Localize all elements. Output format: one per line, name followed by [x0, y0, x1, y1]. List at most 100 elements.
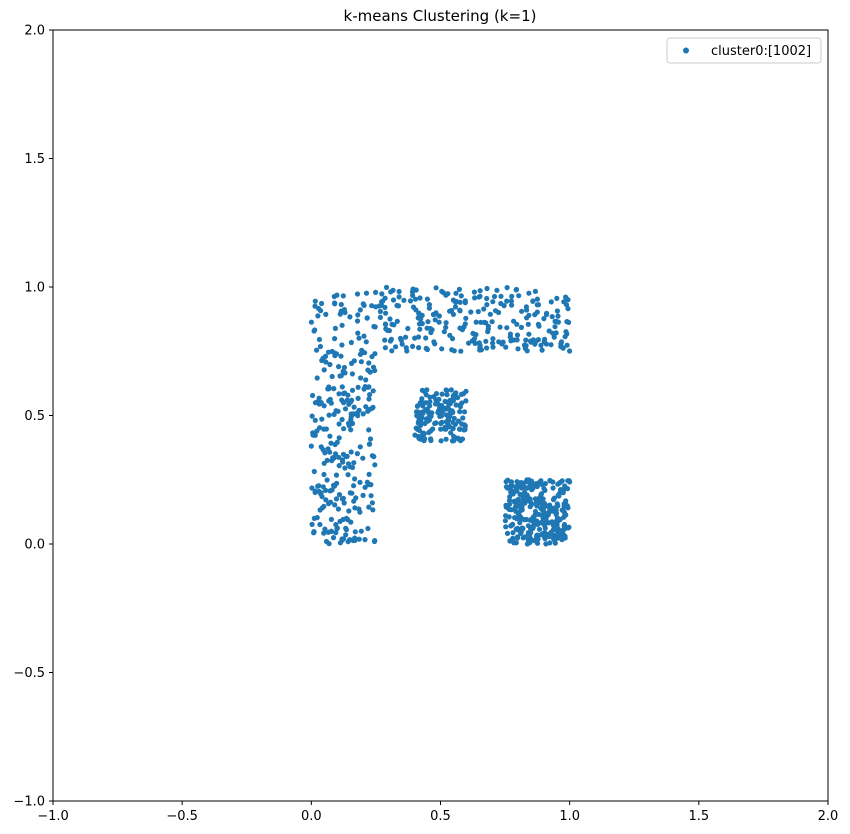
data-point	[538, 480, 544, 487]
data-point	[352, 535, 358, 541]
data-point	[372, 462, 378, 468]
data-point	[347, 490, 353, 496]
data-point	[522, 345, 528, 351]
data-point	[321, 471, 327, 478]
data-point	[394, 318, 400, 324]
data-point	[476, 294, 482, 300]
data-point	[457, 409, 463, 415]
data-point	[566, 524, 572, 531]
data-point	[503, 479, 509, 485]
data-point	[536, 532, 542, 538]
data-point	[504, 298, 510, 304]
data-point	[562, 334, 568, 340]
data-point	[558, 487, 564, 493]
data-point	[417, 295, 423, 301]
data-point	[323, 538, 330, 545]
data-point	[454, 299, 460, 305]
data-point	[358, 375, 364, 381]
data-point	[443, 324, 449, 330]
data-point	[338, 353, 344, 359]
data-point	[341, 307, 347, 313]
data-point	[431, 339, 437, 345]
y-tick-label: −0.5	[13, 666, 45, 681]
data-point	[326, 384, 332, 390]
data-point	[560, 531, 566, 537]
data-point	[344, 453, 350, 459]
data-point	[410, 286, 416, 292]
data-point	[315, 313, 321, 319]
data-point	[526, 331, 532, 337]
data-point	[338, 301, 344, 308]
data-point	[360, 492, 366, 498]
data-point	[323, 497, 329, 503]
legend-label: cluster0:[1002]	[711, 44, 811, 59]
data-point	[491, 293, 498, 300]
data-point	[462, 300, 468, 306]
data-point	[311, 468, 317, 475]
data-point	[552, 505, 558, 511]
data-point	[332, 483, 338, 489]
data-point	[472, 295, 478, 301]
data-point	[484, 345, 490, 351]
data-point	[449, 336, 456, 342]
data-point	[552, 318, 558, 324]
data-point	[523, 516, 530, 523]
data-point	[377, 308, 383, 315]
y-tick-label: 1.0	[24, 281, 45, 296]
data-point	[535, 302, 542, 308]
data-point	[370, 507, 376, 513]
data-point	[320, 356, 326, 362]
data-point	[339, 342, 345, 348]
data-point	[312, 417, 318, 423]
data-point	[441, 329, 447, 335]
data-point	[336, 492, 343, 498]
data-point	[538, 505, 544, 511]
data-point	[517, 520, 523, 526]
data-point	[555, 313, 561, 319]
data-point	[532, 288, 539, 294]
data-point	[352, 529, 358, 535]
data-point	[337, 373, 343, 379]
data-point	[428, 413, 434, 419]
data-point	[317, 343, 323, 350]
data-point	[507, 331, 513, 337]
data-point	[541, 316, 547, 322]
data-point	[357, 351, 363, 357]
data-point	[328, 528, 334, 535]
data-point	[512, 488, 518, 494]
data-point	[355, 384, 361, 390]
data-point	[515, 534, 521, 540]
data-point	[451, 415, 457, 421]
data-point	[360, 411, 366, 417]
data-point	[346, 508, 352, 514]
data-point	[334, 525, 340, 531]
data-point	[504, 530, 511, 537]
data-point	[403, 334, 409, 340]
data-point	[327, 499, 334, 505]
data-point	[344, 397, 350, 403]
data-point	[509, 522, 515, 528]
data-point	[316, 488, 322, 495]
data-point	[449, 347, 455, 353]
data-point	[549, 519, 556, 526]
data-point	[432, 317, 438, 323]
data-point	[519, 525, 525, 531]
data-point	[508, 479, 514, 485]
data-point	[324, 477, 330, 483]
data-point	[453, 290, 459, 296]
data-point	[312, 488, 318, 494]
y-axis: −1.0 −0.5 0.0 0.5 1.0 1.5 2.0	[13, 24, 53, 810]
data-point	[506, 514, 512, 520]
data-point	[331, 411, 337, 417]
data-point	[424, 296, 430, 302]
data-point	[487, 311, 493, 317]
data-point	[352, 505, 358, 511]
data-point	[508, 507, 515, 513]
data-point	[457, 308, 463, 314]
data-point	[363, 377, 369, 383]
data-point	[308, 443, 314, 449]
data-point	[542, 487, 548, 493]
data-point	[435, 409, 441, 416]
data-point	[557, 516, 563, 523]
data-point	[494, 287, 500, 293]
